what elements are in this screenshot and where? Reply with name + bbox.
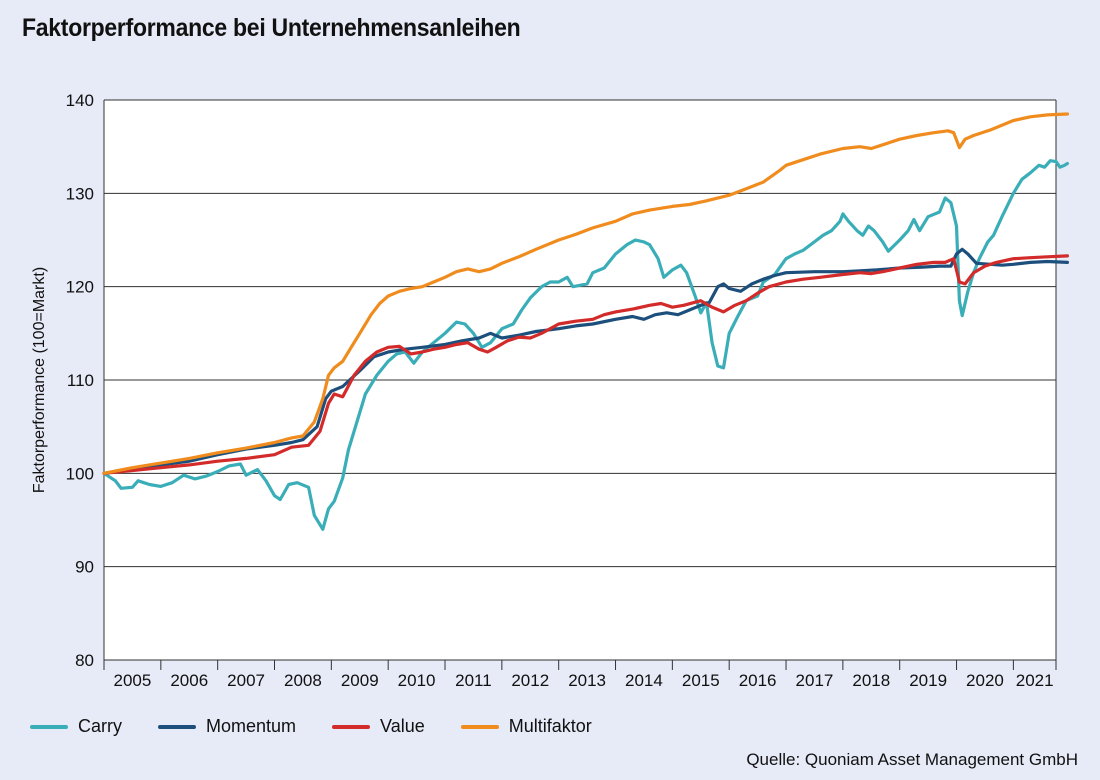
series-line-value (102, 254, 1069, 475)
x-tick-label: 2013 (568, 671, 606, 690)
series-line-multifaktor (102, 112, 1069, 475)
y-tick-label: 90 (75, 558, 94, 577)
x-tick-label: 2010 (398, 671, 436, 690)
series-line-carry (102, 159, 1069, 531)
axes: 80 90 100 110 120 130 140 2005 2006 2007 2008 2009 2… (66, 91, 1057, 690)
x-tick-label: 2016 (739, 671, 777, 690)
x-tick-label: 2005 (114, 671, 152, 690)
legend-item-momentum: Momentum (158, 716, 296, 737)
y-tick-label: 130 (66, 184, 94, 203)
legend-item-value: Value (332, 716, 425, 737)
y-tick-label: 140 (66, 91, 94, 110)
legend-label: Value (380, 716, 425, 736)
legend-label: Multifaktor (508, 716, 592, 736)
legend-label: Momentum (206, 716, 297, 736)
gridlines (104, 99, 1056, 661)
x-tick-label: 2020 (966, 671, 1004, 690)
y-tick-label: 100 (66, 464, 94, 483)
y-tick-label: 120 (66, 278, 94, 297)
x-tick-label: 2015 (682, 671, 720, 690)
source-note: Quelle: Quoniam Asset Management GmbH (746, 750, 1078, 769)
legend-swatch (30, 724, 68, 729)
series-line-momentum (102, 247, 1069, 475)
x-tick-label: 2012 (511, 671, 549, 690)
x-tick-label: 2018 (852, 671, 890, 690)
series-lines (102, 112, 1069, 531)
legend-label: Carry (78, 716, 122, 736)
legend-swatch (460, 724, 499, 729)
x-tick-label: 2009 (341, 671, 379, 690)
y-tick-label: 110 (67, 371, 94, 390)
y-axis-label: Faktorperformance (100=Markt) (31, 266, 48, 494)
legend-swatch (332, 724, 371, 729)
legend: Carry Momentum Value Multifaktor (30, 716, 628, 737)
x-tick-label: 2007 (227, 671, 265, 690)
legend-item-carry: Carry (30, 716, 122, 737)
x-tick-label: 2014 (625, 671, 663, 690)
chart-title: Faktorperformance bei Unternehmensanleih… (22, 14, 521, 42)
x-tick-label: 2017 (796, 671, 834, 690)
x-tick-label: 2021 (1016, 671, 1054, 690)
x-tick-label: 2019 (909, 671, 947, 690)
legend-item-multifaktor: Multifaktor (460, 716, 592, 737)
legend-swatch (158, 724, 196, 729)
x-tick-label: 2006 (170, 671, 208, 690)
x-tick-label: 2008 (284, 671, 322, 690)
y-tick-label: 80 (75, 651, 94, 670)
x-tick-label: 2011 (455, 671, 492, 690)
